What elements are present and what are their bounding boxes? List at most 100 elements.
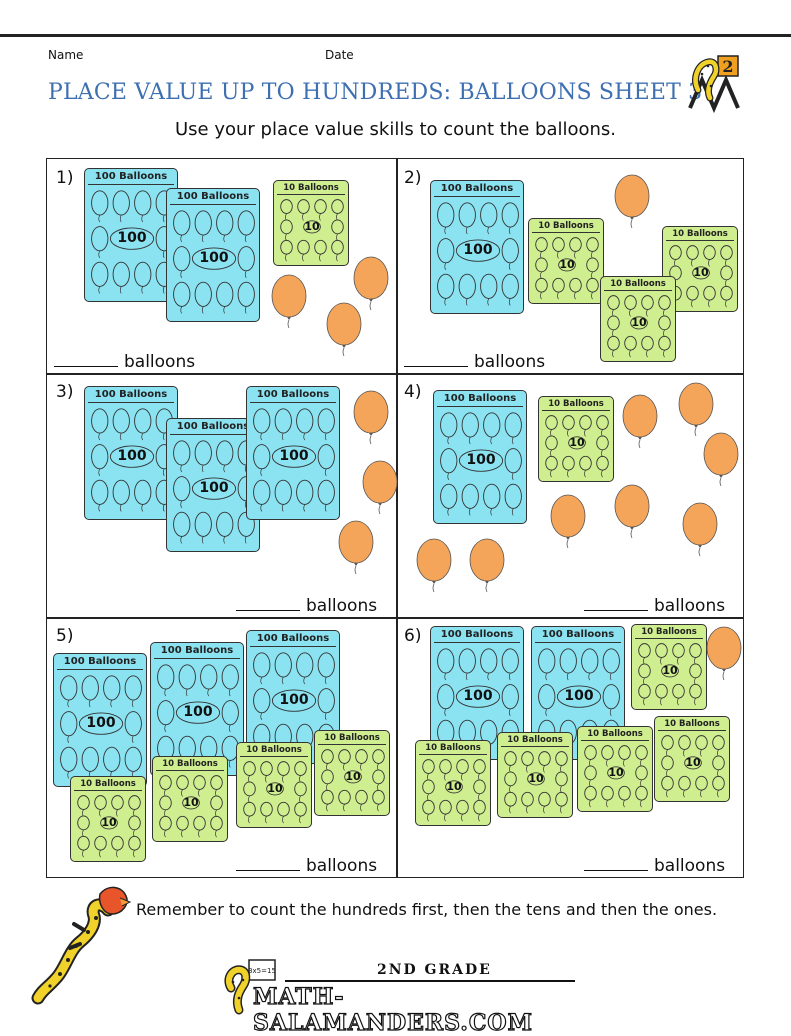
- name-label: Name: [48, 48, 84, 62]
- single-balloon: [614, 484, 650, 539]
- card-label: 100 Balloons: [160, 645, 234, 656]
- card-label: 100 Balloons: [443, 393, 517, 404]
- card-label: 100 Balloons: [256, 633, 330, 644]
- card-value: 10: [693, 265, 709, 279]
- card-value: 100: [199, 249, 229, 266]
- card-rule: [240, 756, 308, 757]
- card-value: 10: [183, 795, 199, 809]
- single-balloon: [622, 394, 658, 449]
- grade-label: 2ND GRADE: [377, 962, 492, 978]
- hundred-balloons-card: 100 Balloons 100: [84, 168, 178, 302]
- single-balloon: [682, 502, 718, 557]
- answer-4[interactable]: balloons: [584, 596, 725, 616]
- card-value: 10: [446, 779, 462, 793]
- salamander-logo-icon: 2: [684, 50, 744, 114]
- answer-blank[interactable]: [584, 596, 648, 611]
- answer-5[interactable]: balloons: [236, 856, 377, 876]
- card-label: 100 Balloons: [63, 656, 137, 667]
- card-label: 10 Balloons: [324, 733, 380, 743]
- card-value: 100: [117, 229, 147, 246]
- ten-balloons-card: 10 Balloons 10: [528, 218, 604, 304]
- card-label: 100 Balloons: [176, 191, 250, 202]
- ten-balloons-card: 10 Balloons 10: [497, 732, 573, 818]
- single-balloon: [353, 390, 389, 445]
- card-label: 10 Balloons: [425, 743, 481, 753]
- hundred-balloons-card: 100 Balloons 100: [53, 653, 147, 787]
- card-label: 100 Balloons: [94, 171, 168, 182]
- card-rule: [434, 642, 520, 643]
- card-value: 10: [528, 771, 544, 785]
- question-number-3: 3): [56, 382, 74, 402]
- date-label: Date: [325, 48, 354, 62]
- card-rule: [88, 184, 174, 185]
- card-value: 100: [279, 447, 309, 464]
- answer-suffix: balloons: [474, 352, 546, 372]
- card-label: 10 Balloons: [507, 735, 563, 745]
- card-value: 100: [463, 241, 493, 258]
- card-value: 10: [662, 663, 678, 677]
- card-rule: [74, 790, 142, 791]
- card-label: 10 Balloons: [538, 221, 594, 231]
- salamander-mascot-icon: [30, 880, 140, 1005]
- answer-2[interactable]: balloons: [404, 352, 545, 372]
- ten-balloons-card: 10 Balloons 10: [600, 276, 676, 362]
- card-rule: [419, 754, 487, 755]
- card-label: 100 Balloons: [440, 629, 514, 640]
- card-rule: [581, 740, 649, 741]
- card-label: 100 Balloons: [176, 421, 250, 432]
- single-balloon: [706, 626, 742, 681]
- card-rule: [658, 730, 726, 731]
- question-number-2: 2): [404, 168, 422, 188]
- single-balloon: [326, 302, 362, 357]
- grid-divider-row2: [46, 617, 744, 619]
- card-label: 10 Balloons: [641, 627, 697, 637]
- card-rule: [434, 196, 520, 197]
- answer-suffix: balloons: [654, 596, 726, 616]
- page-subtitle: Use your place value skills to count the…: [174, 119, 617, 140]
- answer-1[interactable]: balloons: [54, 352, 195, 372]
- answer-suffix: balloons: [306, 856, 378, 876]
- card-value: 10: [345, 769, 361, 783]
- top-border: [0, 0, 791, 38]
- single-balloon: [353, 256, 389, 311]
- card-label: 10 Balloons: [672, 229, 728, 239]
- card-rule: [88, 402, 174, 403]
- card-value: 100: [463, 687, 493, 704]
- card-label: 10 Balloons: [664, 719, 720, 729]
- card-rule: [535, 642, 621, 643]
- answer-blank[interactable]: [54, 352, 118, 367]
- answer-blank[interactable]: [236, 596, 300, 611]
- ten-balloons-card: 10 Balloons 10: [415, 740, 491, 826]
- single-balloon: [416, 538, 452, 593]
- answer-suffix: balloons: [306, 596, 378, 616]
- question-number-1: 1): [56, 168, 74, 188]
- answer-blank[interactable]: [404, 352, 468, 367]
- card-rule: [635, 638, 703, 639]
- card-value: 10: [559, 257, 575, 271]
- card-label: 10 Balloons: [283, 183, 339, 193]
- card-rule: [250, 646, 336, 647]
- answer-suffix: balloons: [654, 856, 726, 876]
- answer-3[interactable]: balloons: [236, 596, 377, 616]
- card-rule: [154, 658, 240, 659]
- hundred-balloons-card: 100 Balloons 100: [166, 188, 260, 322]
- card-rule: [532, 232, 600, 233]
- card-rule: [437, 406, 523, 407]
- card-value: 100: [199, 479, 229, 496]
- card-rule: [318, 744, 386, 745]
- grid-divider-row1: [46, 373, 744, 375]
- card-rule: [501, 746, 569, 747]
- card-value: 10: [631, 315, 647, 329]
- answer-blank[interactable]: [236, 856, 300, 871]
- card-value: 100: [279, 691, 309, 708]
- card-value: 10: [267, 781, 283, 795]
- card-value: 100: [86, 714, 116, 731]
- answer-blank[interactable]: [584, 856, 648, 871]
- answer-6[interactable]: balloons: [584, 856, 725, 876]
- card-value: 10: [608, 765, 624, 779]
- reminder-text: Remember to count the hundreds first, th…: [136, 900, 718, 919]
- ten-balloons-card: 10 Balloons 10: [314, 730, 390, 816]
- ten-balloons-card: 10 Balloons 10: [654, 716, 730, 802]
- logo-badge-text: 2: [722, 57, 733, 76]
- single-balloon: [338, 520, 374, 575]
